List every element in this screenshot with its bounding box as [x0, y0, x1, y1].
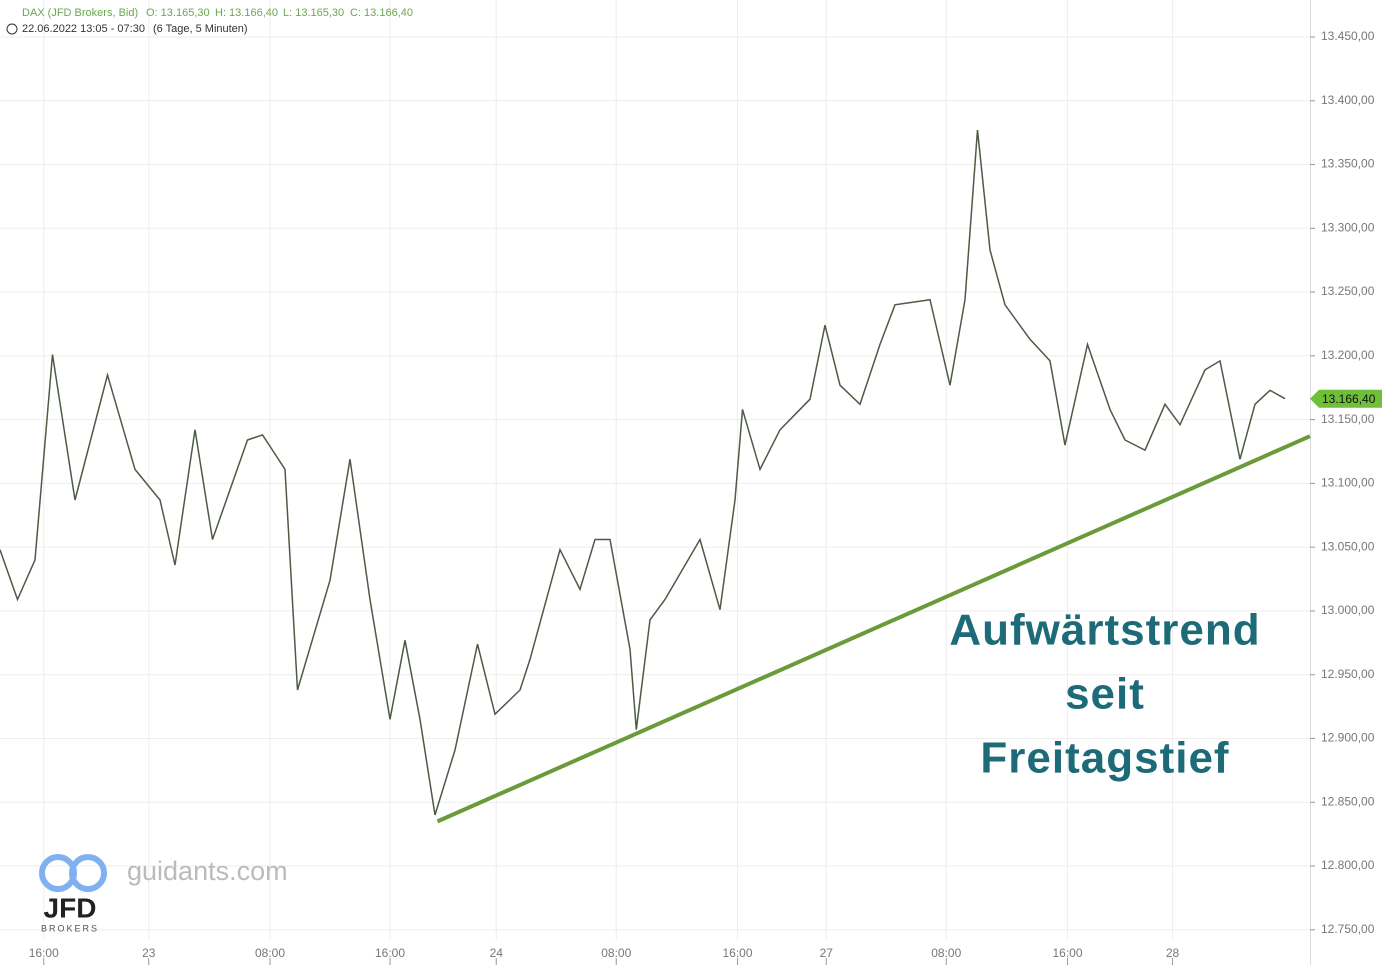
y-tick-label: 13.000,00	[1321, 603, 1375, 617]
y-tick-label: 13.200,00	[1321, 348, 1375, 362]
y-tick-label: 12.900,00	[1321, 731, 1375, 745]
y-tick-label: 12.850,00	[1321, 794, 1375, 808]
x-tick-label: 23	[142, 946, 156, 960]
y-tick-label: 12.750,00	[1321, 922, 1375, 936]
watermark-logo-sub: BROKERS	[41, 923, 99, 933]
y-tick-label: 13.350,00	[1321, 157, 1375, 171]
high: H: 13.166,40	[215, 7, 278, 19]
close: C: 13.166,40	[350, 7, 413, 19]
y-tick-label: 13.100,00	[1321, 476, 1375, 490]
annotation: Aufwärtstrend	[949, 606, 1260, 655]
symbol: DAX (JFD Brokers, Bid)	[22, 7, 138, 19]
x-tick-label: 08:00	[931, 946, 961, 960]
clock-icon	[6, 23, 18, 35]
x-tick-label: 16:00	[722, 946, 752, 960]
last-price-tag	[1310, 389, 1382, 408]
y-tick-label: 13.250,00	[1321, 284, 1375, 298]
x-tick-label: 16:00	[1052, 946, 1082, 960]
y-tick-label: 13.400,00	[1321, 93, 1375, 107]
x-tick-label: 28	[1166, 946, 1180, 960]
x-tick-label: 24	[490, 946, 504, 960]
y-tick-label: 13.300,00	[1321, 220, 1375, 234]
watermark-site: guidants.com	[127, 856, 288, 886]
trendline	[436, 434, 1311, 824]
y-tick-label: 12.800,00	[1321, 858, 1375, 872]
range: 22.06.2022 13:05 - 07:30	[22, 23, 145, 35]
last-price-label: 13.166,40	[1322, 392, 1376, 406]
grid	[0, 0, 1310, 940]
span: (6 Tage, 5 Minuten)	[153, 23, 248, 35]
x-tick-label: 16:00	[29, 946, 59, 960]
x-tick-label: 08:00	[601, 946, 631, 960]
annotation: Freitagstief	[980, 734, 1229, 783]
y-tick-label: 13.450,00	[1321, 29, 1375, 43]
y-tick-label: 12.950,00	[1321, 667, 1375, 681]
low: L: 13.165,30	[283, 7, 344, 19]
y-tick-label: 13.150,00	[1321, 412, 1375, 426]
logo	[39, 854, 107, 892]
x-tick-label: 16:00	[375, 946, 405, 960]
logo-ring	[69, 854, 107, 892]
x-tick-label: 27	[820, 946, 834, 960]
annotation: seit	[1065, 670, 1145, 719]
price-line	[0, 130, 1286, 816]
y-tick-label: 13.050,00	[1321, 539, 1375, 553]
watermark-logo: JFD	[44, 892, 97, 923]
open: O: 13.165,30	[146, 7, 210, 19]
x-tick-label: 08:00	[255, 946, 285, 960]
